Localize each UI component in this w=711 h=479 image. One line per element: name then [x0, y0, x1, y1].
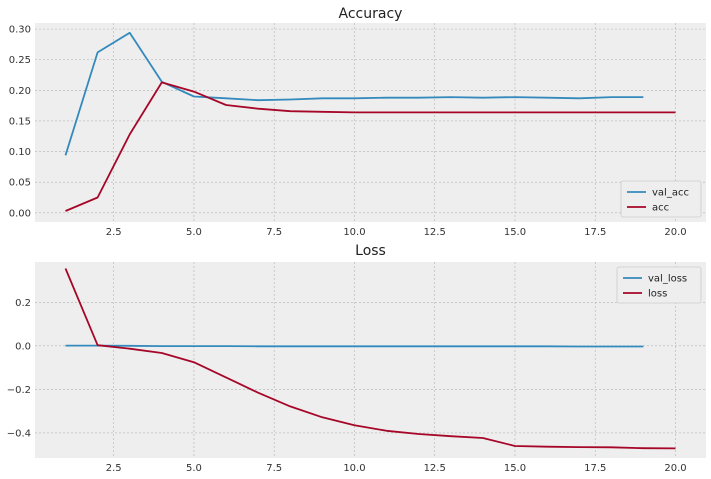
accuracy-series	[64, 31, 676, 212]
loss-series	[64, 268, 676, 450]
loss-x-tick-label: 10.0	[343, 463, 365, 474]
loss-y-tick-label: −0.2	[7, 385, 31, 396]
loss-y-tick-label: 0.0	[15, 341, 31, 352]
loss-series-loss	[64, 268, 676, 450]
accuracy-x-tick-label: 7.5	[266, 227, 282, 238]
loss-x-tick-label: 7.5	[266, 463, 282, 474]
loss-axes: −0.4 −0.2 0.0 0.2 2.5 5.0 7.5 10.0 12.5 15.0 17.5…	[7, 243, 706, 474]
accuracy-x-tick-label: 5.0	[186, 227, 202, 238]
accuracy-x-tick-label: 20.0	[664, 227, 686, 238]
loss-series-val-loss	[65, 344, 644, 348]
loss-legend-label: val_loss	[648, 274, 687, 285]
accuracy-y-tick-label: 0.30	[9, 25, 31, 36]
accuracy-plot-area	[35, 23, 706, 222]
accuracy-x-ticks: 2.5 5.0 7.5 10.0 12.5 15.0 17.5 20.0	[106, 227, 687, 238]
accuracy-y-tick-label: 0.25	[9, 55, 31, 66]
accuracy-y-tick-label: 0.05	[9, 178, 31, 189]
accuracy-axes: 0.00 0.05 0.10 0.15 0.20 0.25 0.30 2.5 5.0 7.5 10…	[9, 6, 706, 238]
loss-y-ticks: −0.4 −0.2 0.0 0.2	[7, 298, 31, 440]
accuracy-y-ticks: 0.00 0.05 0.10 0.15 0.20 0.25 0.30	[9, 25, 31, 220]
accuracy-x-tick-label: 12.5	[424, 227, 446, 238]
loss-x-tick-label: 20.0	[664, 463, 686, 474]
accuracy-x-tick-label: 15.0	[504, 227, 526, 238]
accuracy-y-tick-label: 0.20	[9, 86, 31, 97]
loss-title: Loss	[355, 243, 386, 259]
accuracy-title: Accuracy	[339, 6, 403, 22]
accuracy-legend-label: val_acc	[652, 188, 689, 199]
accuracy-y-tick-label: 0.10	[9, 147, 31, 158]
loss-legend-label: loss	[648, 289, 667, 300]
loss-x-tick-label: 17.5	[584, 463, 606, 474]
accuracy-x-tick-label: 17.5	[584, 227, 606, 238]
accuracy-legend-label: acc	[652, 203, 669, 214]
accuracy-y-tick-label: 0.00	[9, 208, 31, 219]
loss-plot-area	[35, 262, 706, 458]
loss-x-ticks: 2.5 5.0 7.5 10.0 12.5 15.0 17.5 20.0	[106, 463, 687, 474]
loss-y-tick-label: −0.4	[7, 428, 31, 439]
accuracy-series-acc	[65, 81, 676, 212]
loss-x-tick-label: 15.0	[504, 463, 526, 474]
loss-legend-box	[616, 266, 702, 304]
loss-x-tick-label: 5.0	[186, 463, 202, 474]
loss-x-tick-label: 2.5	[106, 463, 122, 474]
loss-x-tick-label: 12.5	[424, 463, 446, 474]
accuracy-y-tick-label: 0.15	[9, 116, 31, 127]
accuracy-x-tick-label: 2.5	[106, 227, 122, 238]
loss-y-tick-label: 0.2	[15, 298, 31, 309]
accuracy-legend-box	[620, 180, 702, 218]
accuracy-x-tick-label: 10.0	[343, 227, 365, 238]
